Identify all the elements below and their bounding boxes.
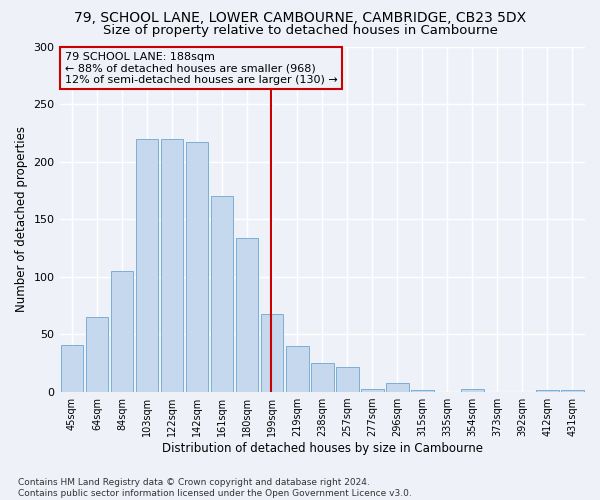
Bar [111, 271, 133, 392]
Bar [311, 364, 334, 392]
Bar [211, 196, 233, 392]
Bar [411, 390, 434, 392]
Bar [361, 388, 383, 392]
Text: Size of property relative to detached houses in Cambourne: Size of property relative to detached ho… [103, 24, 497, 37]
Bar [336, 366, 359, 392]
Bar [286, 346, 308, 392]
Bar [186, 142, 208, 392]
Bar [536, 390, 559, 392]
Bar [61, 345, 83, 392]
X-axis label: Distribution of detached houses by size in Cambourne: Distribution of detached houses by size … [162, 442, 483, 455]
Y-axis label: Number of detached properties: Number of detached properties [15, 126, 28, 312]
Bar [561, 390, 584, 392]
Bar [86, 317, 109, 392]
Bar [386, 383, 409, 392]
Text: Contains HM Land Registry data © Crown copyright and database right 2024.
Contai: Contains HM Land Registry data © Crown c… [18, 478, 412, 498]
Text: 79, SCHOOL LANE, LOWER CAMBOURNE, CAMBRIDGE, CB23 5DX: 79, SCHOOL LANE, LOWER CAMBOURNE, CAMBRI… [74, 12, 526, 26]
Bar [461, 388, 484, 392]
Bar [161, 138, 184, 392]
Text: 79 SCHOOL LANE: 188sqm
← 88% of detached houses are smaller (968)
12% of semi-de: 79 SCHOOL LANE: 188sqm ← 88% of detached… [65, 52, 338, 85]
Bar [236, 238, 259, 392]
Bar [136, 138, 158, 392]
Bar [261, 314, 283, 392]
